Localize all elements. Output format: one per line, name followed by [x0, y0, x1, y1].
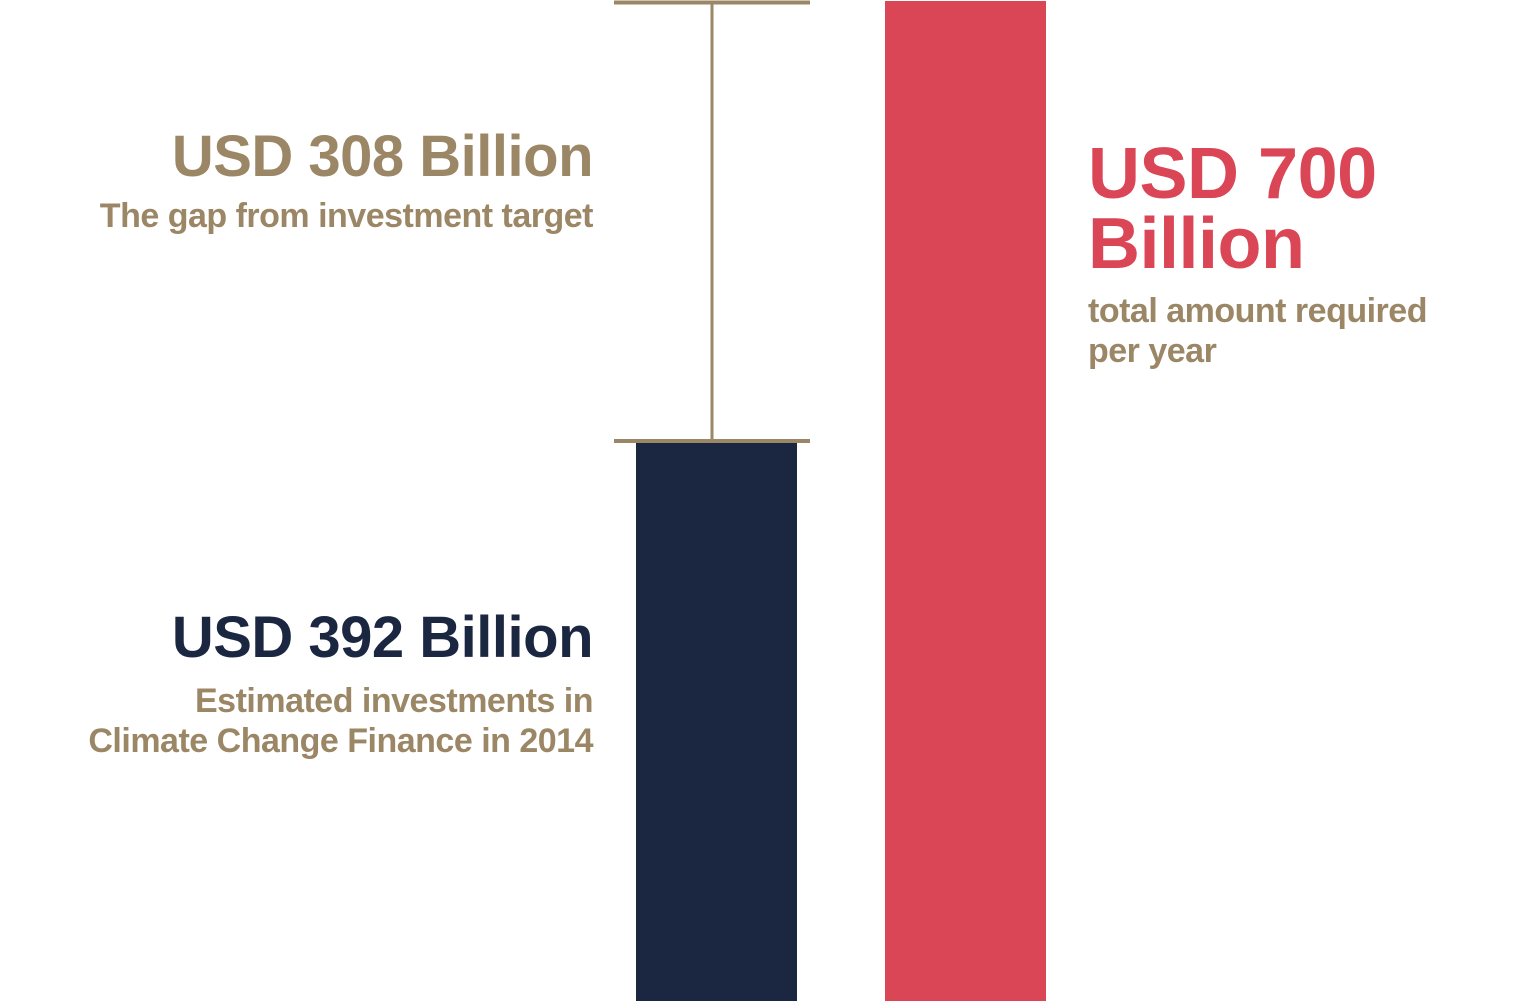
current-description: Estimated investments in Climate Change … — [0, 681, 593, 761]
gap-value-label: USD 308 Billion — [171, 124, 594, 189]
required-description: total amount required per year — [1088, 291, 1525, 371]
bar-required-investment — [885, 1, 1046, 1001]
required-value-label: USD 700 Billion — [1088, 134, 1525, 284]
required-investment-label: USD 700 Billion total amount required pe… — [1088, 134, 1525, 371]
bar-current-investment — [636, 441, 797, 1001]
gap-label: USD 308 Billion The gap from investment … — [0, 124, 594, 236]
current-description-line-2: Climate Change Finance in 2014 — [88, 722, 593, 760]
required-value-line-1: USD 700 — [1088, 134, 1377, 214]
required-value-line-2: Billion — [1088, 204, 1305, 284]
gap-description: The gap from investment target — [99, 197, 594, 235]
required-description-line-1: total amount required — [1088, 292, 1427, 330]
required-description-line-2: per year — [1088, 332, 1217, 370]
current-investment-label: USD 392 Billion Estimated investments in… — [0, 609, 593, 761]
current-description-line-1: Estimated investments in — [194, 682, 594, 720]
current-value-label: USD 392 Billion — [171, 605, 594, 670]
